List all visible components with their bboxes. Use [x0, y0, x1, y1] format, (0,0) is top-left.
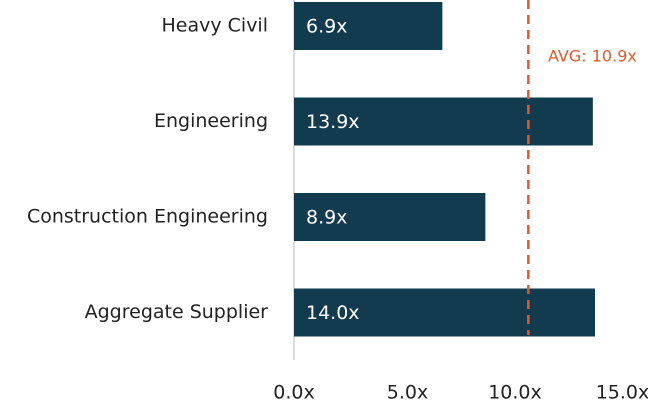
x-tick-label: 15.0x — [596, 382, 648, 404]
bar — [294, 288, 595, 337]
average-label: AVG: 10.9x — [548, 47, 637, 66]
value-label: 6.9x — [306, 16, 347, 38]
category-label: Heavy Civil — [162, 15, 269, 37]
category-label: Engineering — [154, 110, 268, 132]
bar — [294, 193, 486, 241]
category-label: Aggregate Supplier — [85, 301, 269, 323]
value-label: 14.0x — [306, 302, 360, 324]
value-label: 8.9x — [306, 207, 347, 229]
x-tick-label: 5.0x — [387, 382, 428, 404]
bar — [294, 97, 593, 146]
value-label: 13.9x — [306, 111, 360, 133]
x-tick-label: 0.0x — [273, 382, 314, 404]
category-label: Construction Engineering — [27, 206, 268, 228]
bar — [294, 2, 443, 50]
x-tick-label: 10.0x — [488, 382, 542, 404]
